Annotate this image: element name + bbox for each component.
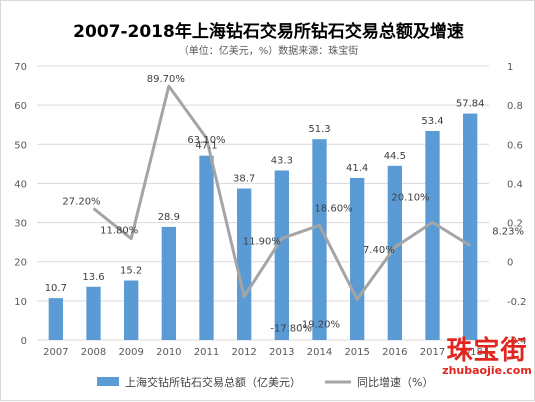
bar-data-label: 51.3	[308, 124, 330, 135]
line-data-label: -19.20%	[298, 319, 340, 330]
line-data-label: 63.10%	[187, 135, 225, 146]
y-left-tick-label: 40	[14, 179, 27, 190]
watermark-en: zhubaojie.com	[442, 364, 532, 377]
bar-data-label: 53.4	[421, 116, 443, 127]
y-right-tick-label: -0.2	[507, 297, 527, 308]
x-tick-label: 2009	[118, 347, 143, 358]
x-tick-label: 2010	[156, 347, 181, 358]
x-tick-label: 2011	[194, 347, 219, 358]
x-tick-label: 2017	[420, 347, 445, 358]
watermark-cn: 珠宝街	[446, 336, 528, 366]
bar	[425, 130, 440, 340]
line-data-label: 18.60%	[314, 203, 352, 214]
line-data-label: 8.23%	[492, 227, 524, 238]
chart-subtitle: （单位：亿美元，%）数据来源：珠宝街	[178, 46, 359, 57]
y-right-tick-label: 0.4	[507, 179, 523, 190]
bar-data-label: 38.7	[233, 174, 255, 185]
legend-label-line: 同比增速（%）	[357, 375, 433, 389]
y-right-tick-label: -0.4	[507, 336, 527, 347]
bar	[86, 286, 101, 340]
bar-data-label: 43.3	[271, 156, 293, 167]
x-tick-label: 2012	[231, 347, 256, 358]
line-data-label: 7.40%	[363, 245, 395, 256]
bar-data-label: 15.2	[120, 266, 142, 277]
line-data-label: 11.90%	[243, 236, 281, 247]
y-left-tick-label: 10	[14, 297, 27, 308]
y-left-tick-label: 20	[14, 258, 27, 269]
bar-data-label: 28.9	[158, 212, 180, 223]
bar	[199, 155, 214, 340]
bar-data-label: 44.5	[384, 151, 406, 162]
bar	[312, 139, 327, 340]
bar	[387, 165, 402, 340]
line-data-label: -17.80%	[270, 324, 312, 335]
bar	[237, 188, 252, 340]
y-left-tick-label: 0	[21, 336, 27, 347]
bar-data-label: 41.4	[346, 163, 368, 174]
bar-data-label: 47.1	[195, 141, 217, 152]
x-tick-label: 2007	[43, 347, 68, 358]
line-data-label: 27.20%	[62, 196, 100, 207]
bar	[161, 226, 176, 340]
x-tick-label: 2015	[344, 347, 369, 358]
line-data-label: 20.10%	[391, 192, 429, 203]
x-tick-label: 2018	[457, 347, 482, 358]
y-right-tick-label: 0.2	[507, 219, 523, 230]
bar-data-label: 57.84	[456, 99, 485, 110]
watermark-logo: 珠宝街 zhubaojie.com	[439, 337, 535, 377]
y-left-tick-label: 70	[14, 62, 27, 73]
chart-title: 2007-2018年上海钻石交易所钻石交易总额及增速	[73, 22, 464, 42]
y-right-tick-label: 0.6	[507, 140, 523, 151]
legend-label-bar: 上海交钻所钻石交易总额（亿美元）	[125, 375, 301, 389]
x-tick-label: 2008	[81, 347, 106, 358]
x-tick-label: 2014	[307, 347, 332, 358]
legend-swatch-bar	[97, 377, 119, 386]
y-left-tick-label: 60	[14, 101, 27, 112]
x-tick-label: 2013	[269, 347, 294, 358]
bar-data-label: 13.6	[82, 272, 104, 283]
y-right-tick-label: 0.8	[507, 101, 523, 112]
y-left-tick-label: 30	[14, 219, 27, 230]
bar-data-label: 10.7	[45, 283, 67, 294]
x-tick-label: 2016	[382, 347, 407, 358]
bar	[48, 298, 63, 340]
bar	[124, 280, 139, 340]
bar	[274, 170, 289, 340]
growth-line	[92, 84, 471, 301]
bar	[463, 113, 478, 340]
y-right-tick-label: 1	[507, 62, 513, 73]
y-left-tick-label: 50	[14, 140, 27, 151]
line-data-label: 89.70%	[147, 74, 185, 85]
line-data-label: 11.80%	[100, 226, 138, 237]
bar	[350, 177, 365, 340]
y-right-tick-label: 0	[507, 258, 513, 269]
